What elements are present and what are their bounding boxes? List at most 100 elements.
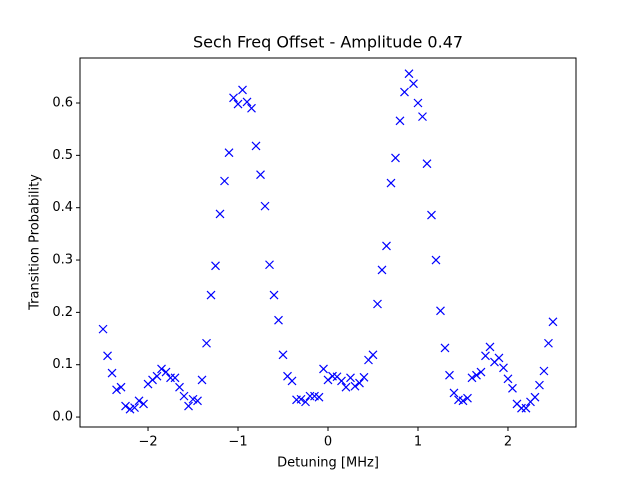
marker-stroke (202, 338, 211, 348)
marker-stroke (359, 372, 369, 382)
marker-stroke (400, 87, 409, 97)
marker-stroke (458, 396, 468, 406)
marker-stroke (539, 366, 549, 376)
marker (139, 399, 148, 409)
marker (130, 403, 139, 413)
marker-stroke (350, 381, 360, 391)
marker (224, 148, 234, 158)
marker (287, 376, 297, 386)
marker (431, 255, 441, 265)
marker (449, 388, 459, 398)
marker (472, 370, 481, 380)
marker (112, 385, 121, 395)
marker-stroke (341, 382, 351, 392)
marker-stroke (386, 178, 396, 188)
marker (269, 290, 279, 300)
y-tick-label: 0.5 (52, 148, 73, 163)
marker-stroke (422, 159, 432, 169)
marker (98, 324, 108, 334)
marker (233, 99, 243, 109)
marker (359, 372, 369, 382)
x-tick-label: 0 (324, 435, 332, 450)
y-tick-label: 0.6 (52, 96, 73, 111)
marker (260, 201, 270, 211)
marker (179, 391, 189, 401)
marker-stroke (314, 392, 324, 402)
marker-stroke (229, 93, 238, 103)
marker-stroke (184, 401, 193, 411)
marker-stroke (332, 372, 342, 382)
x-tick-label: −1 (228, 435, 247, 450)
marker-stroke (130, 403, 139, 413)
marker-stroke (296, 394, 306, 404)
marker (481, 351, 490, 361)
marker (116, 382, 126, 392)
marker (458, 396, 468, 406)
x-tick-label: 1 (414, 435, 422, 450)
x-axis-label: Detuning [MHz] (277, 456, 379, 471)
marker-stroke (220, 176, 229, 186)
marker (409, 79, 418, 89)
marker (499, 363, 508, 373)
y-tick-label: 0.2 (52, 305, 73, 320)
chart-title: Sech Freq Offset - Amplitude 0.47 (193, 33, 463, 52)
marker-stroke (463, 393, 472, 403)
marker-stroke (377, 265, 387, 275)
marker (265, 260, 274, 270)
marker (521, 403, 531, 413)
y-tick-label: 0.4 (52, 200, 73, 215)
marker-stroke (265, 260, 274, 270)
marker-stroke (355, 378, 364, 388)
marker-stroke (404, 69, 414, 79)
marker-stroke (260, 201, 270, 211)
marker-stroke (175, 382, 184, 392)
marker-stroke (116, 382, 126, 392)
marker-stroke (112, 385, 121, 395)
marker-stroke (481, 351, 490, 361)
marker (229, 93, 238, 103)
marker (530, 392, 540, 402)
marker-stroke (319, 364, 328, 374)
marker (170, 373, 180, 383)
marker-stroke (337, 376, 346, 386)
marker-stroke (242, 97, 252, 107)
marker (206, 290, 216, 300)
marker-stroke (238, 85, 247, 95)
marker-stroke (134, 396, 144, 406)
y-tick-label: 0.3 (52, 253, 73, 268)
marker (251, 141, 261, 151)
marker (296, 394, 306, 404)
x-tick-label: 2 (504, 435, 512, 450)
marker (413, 98, 423, 108)
marker-stroke (346, 373, 355, 383)
marker-stroke (530, 392, 540, 402)
marker (220, 176, 229, 186)
marker (103, 351, 112, 361)
marker (436, 306, 445, 316)
marker-stroke (251, 141, 261, 151)
marker-stroke (494, 353, 504, 363)
marker (404, 69, 414, 79)
marker (134, 396, 144, 406)
marker-stroke (512, 399, 522, 409)
marker-stroke (440, 343, 450, 353)
marker (377, 265, 387, 275)
marker-stroke (206, 290, 216, 300)
marker-stroke (328, 371, 337, 381)
marker (539, 366, 549, 376)
marker (476, 367, 486, 377)
marker (386, 178, 396, 188)
marker (161, 367, 171, 377)
marker (494, 353, 504, 363)
marker (238, 85, 247, 95)
marker-stroke (391, 153, 400, 163)
plot-frame (79, 57, 577, 428)
marker-stroke (278, 350, 288, 360)
marker (373, 299, 382, 309)
marker-stroke (395, 116, 405, 126)
marker-stroke (521, 403, 531, 413)
marker-stroke (233, 99, 243, 109)
marker-stroke (476, 367, 486, 377)
marker (247, 103, 256, 113)
